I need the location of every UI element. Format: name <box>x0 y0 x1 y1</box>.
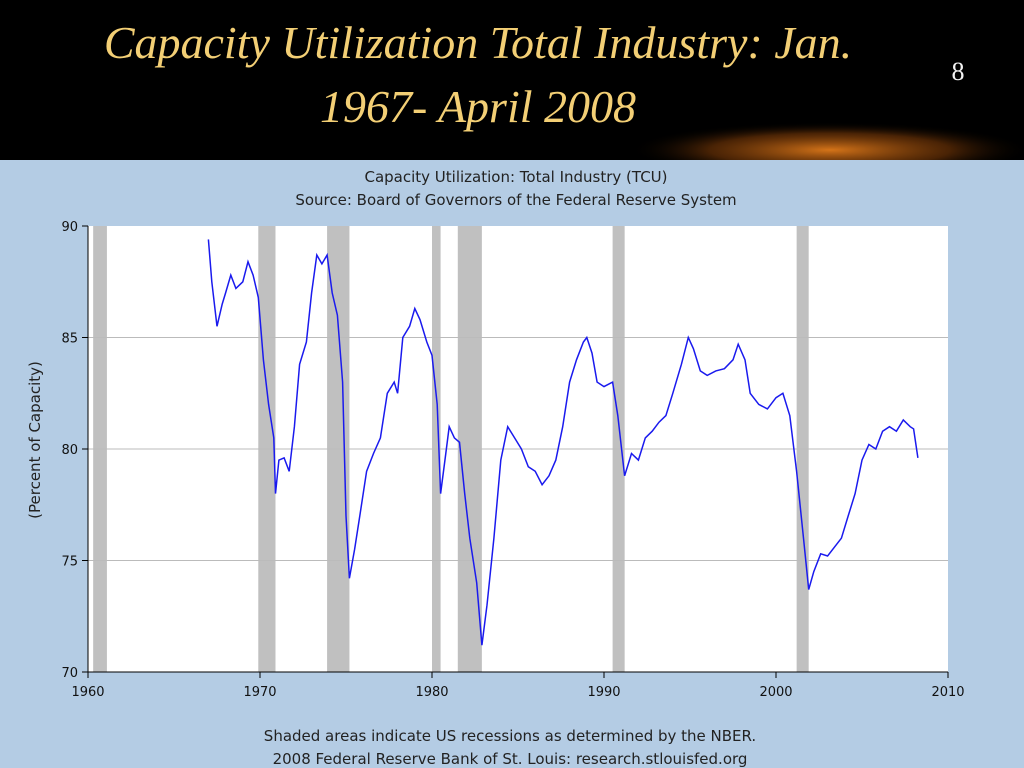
y-tick-label: 85 <box>61 332 78 347</box>
x-tick-label: 1980 <box>415 685 448 700</box>
chart-title: Capacity Utilization: Total Industry (TC… <box>364 168 667 186</box>
note: 2008 Federal Reserve Bank of St. Louis: … <box>273 750 748 768</box>
x-tick-label: 2010 <box>931 685 964 700</box>
slide-number: 8 <box>952 57 965 86</box>
x-tick-label: 1990 <box>587 685 620 700</box>
x-tick-label: 1960 <box>71 685 104 700</box>
x-tick-label: 1970 <box>243 685 276 700</box>
y-axis-label: (Percent of Capacity) <box>26 361 44 519</box>
note: Shaded areas indicate US recessions as d… <box>264 727 756 745</box>
y-tick-label: 90 <box>61 220 78 235</box>
slide-title: Capacity Utilization Total Industry: Jan… <box>104 17 852 68</box>
slide-title: 1967- April 2008 <box>320 81 636 132</box>
chart-subtitle: Source: Board of Governors of the Federa… <box>295 191 736 209</box>
data-line <box>207 239 919 646</box>
x-tick-label: 2000 <box>759 685 792 700</box>
y-tick-label: 75 <box>61 555 78 570</box>
y-tick-label: 80 <box>61 443 78 458</box>
y-tick-label: 70 <box>61 666 78 681</box>
